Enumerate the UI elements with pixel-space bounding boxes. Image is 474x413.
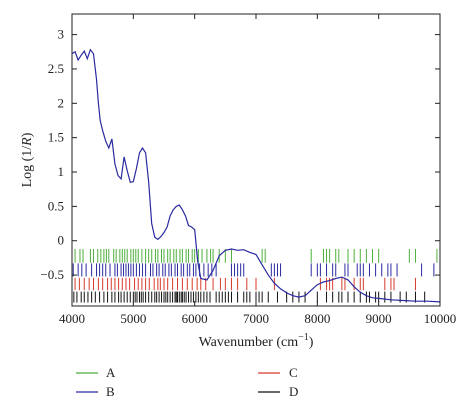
- series-line-b: [71, 48, 441, 303]
- x-axis: 4000 5000 6000 7000 8000 9000 10000: [59, 14, 456, 326]
- y-tick-label-5: 0.5: [48, 198, 64, 213]
- x-tick-label-4: 8000: [304, 311, 330, 326]
- legend-label-c: C: [289, 365, 298, 380]
- x-tick-label-2: 6000: [182, 311, 208, 326]
- x-tick-label-3: 7000: [243, 311, 269, 326]
- x-tick-label-1: 5000: [120, 311, 146, 326]
- x-tick-label-5: 9000: [366, 311, 392, 326]
- y-tick-label-2: 2: [58, 95, 65, 110]
- y-tick-label-4: 1: [58, 164, 65, 179]
- legend-label-a: A: [106, 365, 116, 380]
- y-tick-label-6: 0: [58, 233, 65, 248]
- legend-label-d: D: [289, 384, 298, 399]
- y-axis: 3 2.5 2 1.5 1 0.5 0 −0.5: [40, 27, 440, 282]
- x-axis-title: Wavenumber (cm−1): [199, 332, 314, 350]
- y-tick-label-0: 3: [58, 27, 65, 42]
- y-tick-label-7: −0.5: [40, 267, 64, 282]
- x-tick-label-6: 10000: [424, 311, 457, 326]
- legend: A B C D: [76, 365, 298, 399]
- legend-label-b: B: [106, 384, 115, 399]
- y-tick-label-1: 2.5: [48, 61, 64, 76]
- x-tick-label-0: 4000: [59, 311, 85, 326]
- y-tick-label-3: 1.5: [48, 130, 64, 145]
- y-axis-title: Log (1/R): [20, 132, 35, 187]
